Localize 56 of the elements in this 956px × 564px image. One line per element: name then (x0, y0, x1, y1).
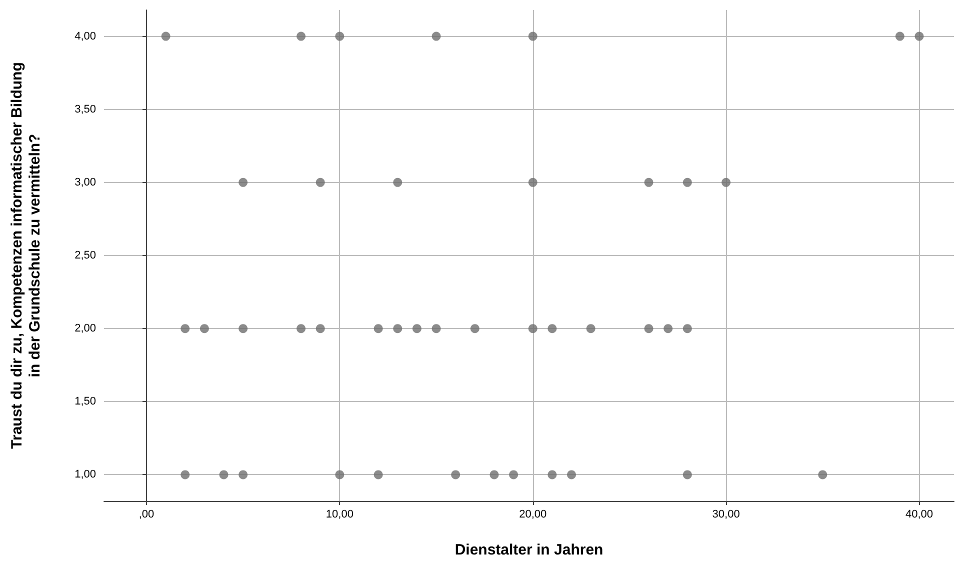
point (335, 470, 344, 480)
y-axis-title: Traust du dir zu, Kompetenzen informatischer Bildung in der Grundschule zu vermitteln? (8, 62, 44, 449)
y-tick-label: 3,50 (74, 103, 96, 116)
point (682, 178, 692, 187)
point (393, 324, 402, 334)
point (180, 470, 190, 480)
x-tick-label: 30,00 (712, 508, 740, 520)
point (238, 178, 248, 187)
point (393, 178, 402, 187)
point (316, 178, 325, 187)
x-tick-label: 10,00 (326, 508, 354, 520)
y-tick-label: 2,50 (74, 250, 96, 262)
point (722, 178, 731, 187)
point (818, 470, 828, 480)
point (914, 32, 924, 41)
point (509, 470, 518, 480)
y-tick-label: 2,00 (74, 322, 96, 335)
point (567, 470, 576, 480)
point (296, 32, 306, 41)
point (548, 470, 557, 480)
point (644, 178, 654, 187)
point (432, 32, 441, 41)
y-tick-label: 4,00 (74, 30, 96, 42)
point (374, 470, 383, 480)
point (451, 470, 460, 480)
x-tick-label: 40,00 (905, 508, 933, 520)
point (219, 470, 228, 480)
point (180, 324, 190, 334)
point (664, 324, 673, 334)
x-tick-label: 20,00 (519, 508, 547, 520)
point (238, 470, 248, 480)
point (586, 324, 596, 334)
point (490, 470, 499, 480)
y-tick-label: 3,00 (74, 176, 96, 188)
point (296, 324, 306, 334)
point (682, 324, 692, 334)
point (238, 324, 248, 334)
point (895, 32, 904, 41)
point (374, 324, 383, 334)
x-axis-title: Dienstalter in Jahren (454, 542, 604, 558)
point (528, 178, 538, 187)
point (200, 324, 209, 334)
point (682, 470, 692, 480)
point (161, 32, 170, 41)
y-tick-label: 1,50 (74, 396, 96, 408)
point (470, 324, 480, 334)
point (528, 32, 538, 41)
point (528, 324, 538, 334)
point (432, 324, 441, 334)
y-tick-label: 1,00 (74, 468, 96, 481)
point (644, 324, 654, 334)
point (316, 324, 325, 334)
point (548, 324, 557, 334)
point (335, 32, 344, 41)
point (412, 324, 422, 334)
x-tick-label: ,00 (138, 508, 154, 520)
